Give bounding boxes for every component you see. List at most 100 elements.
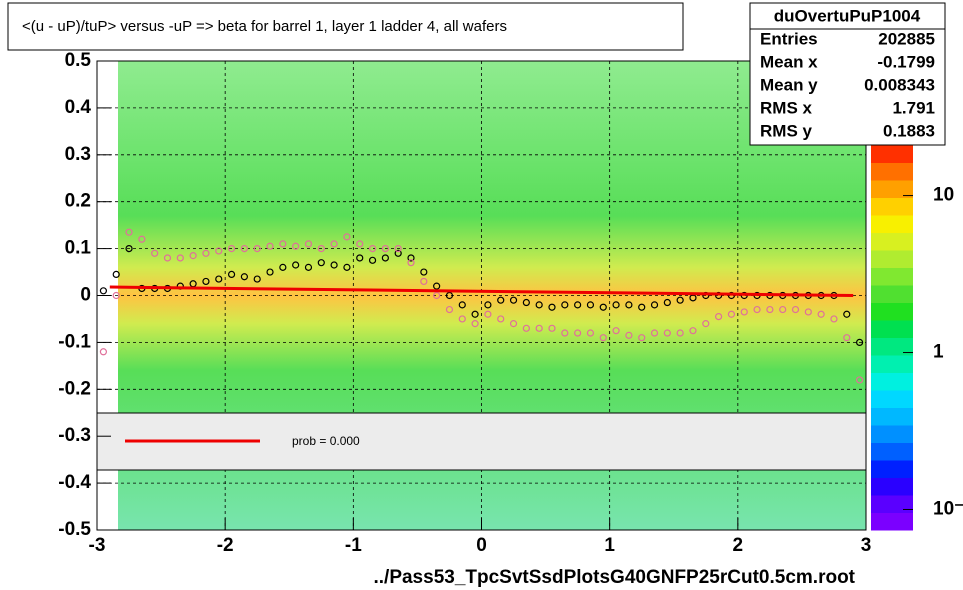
point [753, 305, 761, 314]
point [458, 315, 466, 323]
x-tick-label: -3 [89, 535, 106, 556]
marks [99, 228, 864, 384]
stats-value: 0.008343 [864, 75, 935, 94]
point [445, 305, 454, 314]
palette-cell [871, 425, 913, 443]
point [381, 245, 389, 253]
point [509, 296, 518, 304]
palette-cell [871, 215, 913, 233]
point [240, 245, 248, 253]
point [535, 301, 543, 309]
point [727, 310, 736, 318]
point [817, 310, 825, 318]
x-axis-label: ../Pass53_TpcSvtSsdPlotsG40GNFP25rCut0.5… [373, 567, 855, 588]
point [356, 240, 364, 248]
point [843, 310, 851, 318]
point [663, 298, 671, 307]
stats-value: 202885 [878, 29, 935, 48]
stats-value: 1.791 [892, 98, 935, 117]
y-tick-label: -0.4 [58, 472, 91, 493]
y-tick-label: 0.3 [65, 144, 91, 165]
point [740, 308, 748, 316]
point [574, 329, 582, 337]
point [433, 291, 441, 300]
point [407, 259, 415, 267]
point [702, 320, 710, 328]
palette: 10 1 10⁻¹ [871, 145, 963, 531]
palette-cell [871, 407, 913, 426]
chart-title: <(u - uP)/tuP> versus -uP => beta for ba… [22, 18, 507, 35]
point [433, 282, 441, 290]
point [843, 334, 851, 342]
point [151, 249, 159, 257]
palette-cell [871, 162, 913, 181]
point [599, 303, 607, 311]
palette-cell [871, 145, 913, 163]
point [779, 305, 787, 314]
stats-label: RMS x [760, 98, 813, 117]
point [202, 277, 210, 286]
point [189, 252, 197, 260]
point [343, 263, 351, 271]
point [125, 228, 133, 236]
point [240, 273, 248, 281]
point [343, 233, 351, 241]
point [99, 287, 108, 295]
point [612, 327, 620, 335]
x-tick-label: 3 [861, 535, 872, 556]
point [676, 296, 684, 304]
point [176, 254, 184, 262]
point [830, 315, 838, 323]
palette-cell [871, 477, 913, 496]
y-tick-label: -0.3 [58, 425, 91, 446]
z-tick-label: 10⁻¹ [933, 498, 963, 519]
y-tick-label: 0.1 [65, 238, 92, 259]
point [458, 301, 466, 309]
point [484, 301, 492, 309]
point [112, 270, 120, 278]
point [484, 310, 492, 318]
x-tick-label: 2 [733, 535, 744, 556]
point [497, 315, 505, 323]
palette-cell [871, 390, 913, 408]
palette-cell [871, 250, 913, 268]
point [279, 240, 287, 248]
point [368, 256, 377, 264]
palette-cell [871, 442, 913, 461]
point [279, 263, 287, 271]
point [638, 334, 646, 342]
palette-cell [871, 302, 913, 321]
point [381, 254, 389, 262]
point [625, 301, 633, 309]
point [791, 305, 800, 314]
palette-cell [871, 180, 913, 198]
stats-box [749, 2, 946, 146]
point [471, 310, 479, 318]
palette-cell [871, 512, 913, 531]
point [509, 320, 518, 328]
y-tick-label: 0.2 [65, 191, 91, 212]
y-tick-label: -0.1 [58, 331, 91, 352]
palette-cell [871, 320, 913, 338]
point [855, 338, 864, 346]
fit-line [109, 285, 854, 297]
point [548, 324, 556, 332]
point [561, 301, 569, 309]
x-tick-label: -2 [217, 535, 234, 556]
point [497, 296, 505, 304]
point [586, 329, 595, 337]
point [292, 242, 300, 250]
y-tick-label: 0.5 [65, 50, 92, 71]
point [317, 245, 325, 253]
stats-label: Mean x [760, 52, 818, 71]
palette-cell [871, 267, 913, 286]
point [586, 301, 595, 309]
point [599, 334, 607, 342]
point [202, 249, 210, 257]
point [317, 259, 325, 267]
point [625, 331, 633, 339]
point [215, 247, 223, 255]
palette-cell [871, 232, 913, 251]
